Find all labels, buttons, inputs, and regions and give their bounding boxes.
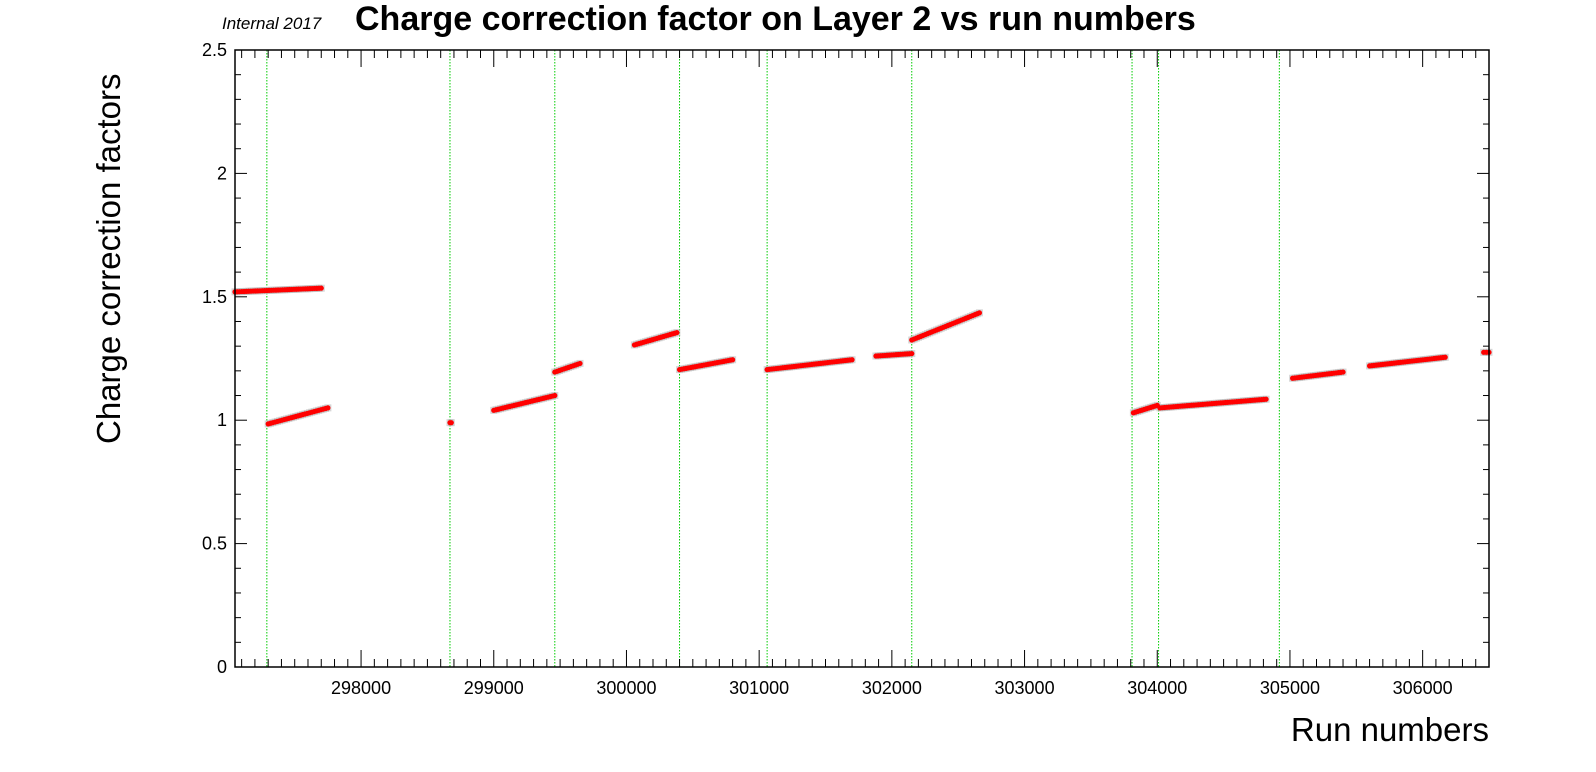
x-tick-label: 300000 <box>596 678 656 698</box>
x-tick-label: 304000 <box>1127 678 1187 698</box>
plot-frame <box>234 49 1490 668</box>
data-point <box>674 329 680 336</box>
chart-tag: Internal 2017 <box>222 14 322 33</box>
data-point <box>909 350 915 357</box>
data-points <box>232 285 1492 427</box>
data-point <box>1442 354 1448 360</box>
y-axis-ticks: 0 0.5 1 1.5 2 2.5 <box>202 40 1489 677</box>
run-boundary-lines <box>266 50 1280 667</box>
data-point <box>1263 396 1269 402</box>
data-point <box>325 405 331 411</box>
data-point <box>552 392 558 399</box>
error-bands <box>231 284 1493 428</box>
data-point <box>1340 369 1346 375</box>
x-tick-label: 301000 <box>729 678 789 698</box>
y-tick-label: 2.5 <box>202 40 227 60</box>
data-point <box>577 360 583 367</box>
data-point <box>448 420 454 426</box>
x-tick-label: 303000 <box>995 678 1055 698</box>
chart-title: Charge correction factor on Layer 2 vs r… <box>355 0 1196 38</box>
x-tick-label: 305000 <box>1260 678 1320 698</box>
y-axis-label: Charge correction factors <box>90 74 127 445</box>
y-tick-label: 2 <box>217 163 227 183</box>
y-tick-label: 0.5 <box>202 534 227 554</box>
y-tick-label: 1.5 <box>202 287 227 307</box>
data-point <box>730 357 736 363</box>
data-point <box>849 357 855 363</box>
y-tick-label: 0 <box>217 657 227 677</box>
data-point <box>318 285 324 291</box>
x-tick-label: 302000 <box>862 678 922 698</box>
y-tick-label: 1 <box>217 410 227 430</box>
x-axis-ticks: 298000 299000 300000 301000 302000 303000 3040… <box>241 50 1490 698</box>
x-tick-label: 298000 <box>331 678 391 698</box>
x-axis-label: Run numbers <box>1291 711 1489 748</box>
x-tick-label: 299000 <box>464 678 524 698</box>
x-tick-label: 306000 <box>1393 678 1453 698</box>
data-point <box>976 310 983 316</box>
